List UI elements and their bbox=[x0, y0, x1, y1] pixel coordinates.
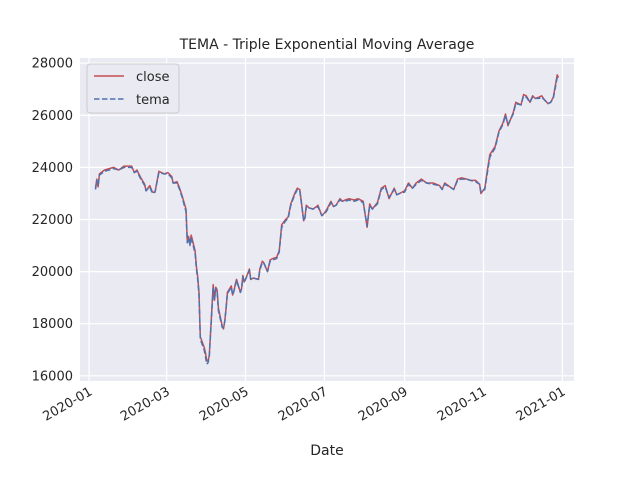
y-axis-ticks: 16000 18000 20000 22000 24000 26000 28000 bbox=[32, 57, 73, 385]
y-tick-label: 20000 bbox=[32, 265, 73, 280]
y-tick-label: 28000 bbox=[32, 57, 73, 72]
y-tick-label: 26000 bbox=[32, 109, 73, 124]
legend-tema-label: tema bbox=[136, 93, 170, 108]
y-tick-label: 24000 bbox=[32, 161, 73, 176]
x-axis-label: Date bbox=[310, 443, 343, 459]
y-tick-label: 16000 bbox=[32, 369, 73, 384]
grid-lines bbox=[80, 58, 574, 381]
legend: close tema bbox=[86, 63, 180, 114]
chart-title: TEMA - Triple Exponential Moving Average bbox=[179, 37, 475, 53]
y-tick-label: 22000 bbox=[32, 213, 73, 228]
legend-close-label: close bbox=[136, 70, 169, 85]
series-layer bbox=[94, 74, 560, 365]
y-tick-label: 18000 bbox=[32, 317, 73, 332]
series-line-tema bbox=[94, 76, 560, 365]
